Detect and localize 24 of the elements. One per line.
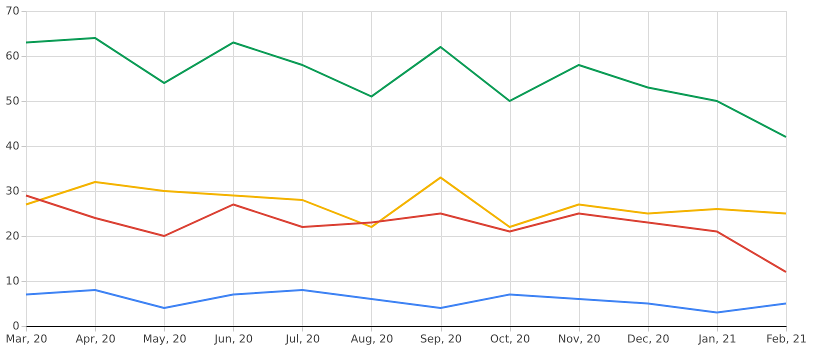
x-tick-label: Jan, 21: [697, 332, 736, 346]
x-tick-label: Apr, 20: [76, 332, 116, 346]
x-tick-label: Oct, 20: [490, 332, 530, 346]
line-series: [25, 176, 787, 228]
y-tick-label: 60: [6, 50, 20, 62]
x-tick-label: Nov, 20: [558, 332, 600, 346]
x-tick-label: Dec, 20: [627, 332, 670, 346]
x-tick-label: Jul, 20: [284, 332, 320, 346]
y-tick-label: 40: [6, 140, 20, 152]
y-tick-label: 20: [6, 230, 20, 242]
y-tick-label: 70: [6, 4, 20, 18]
line-series: [25, 37, 787, 138]
y-tick-label: 50: [6, 94, 20, 108]
line-series: [25, 194, 787, 273]
x-tick-label: Jun, 20: [214, 332, 253, 346]
x-tick-label: May, 20: [142, 332, 187, 346]
y-tick-label: 10: [6, 274, 20, 288]
x-tick-label: Mar, 20: [6, 332, 48, 346]
line-series: [25, 289, 787, 314]
y-tick-label: 0: [12, 320, 20, 332]
x-tick-label: Feb, 21: [766, 332, 807, 346]
x-tick-label: Sep, 20: [420, 332, 462, 346]
x-tick-label: Aug, 20: [350, 332, 394, 346]
y-tick-label: 30: [6, 184, 20, 198]
